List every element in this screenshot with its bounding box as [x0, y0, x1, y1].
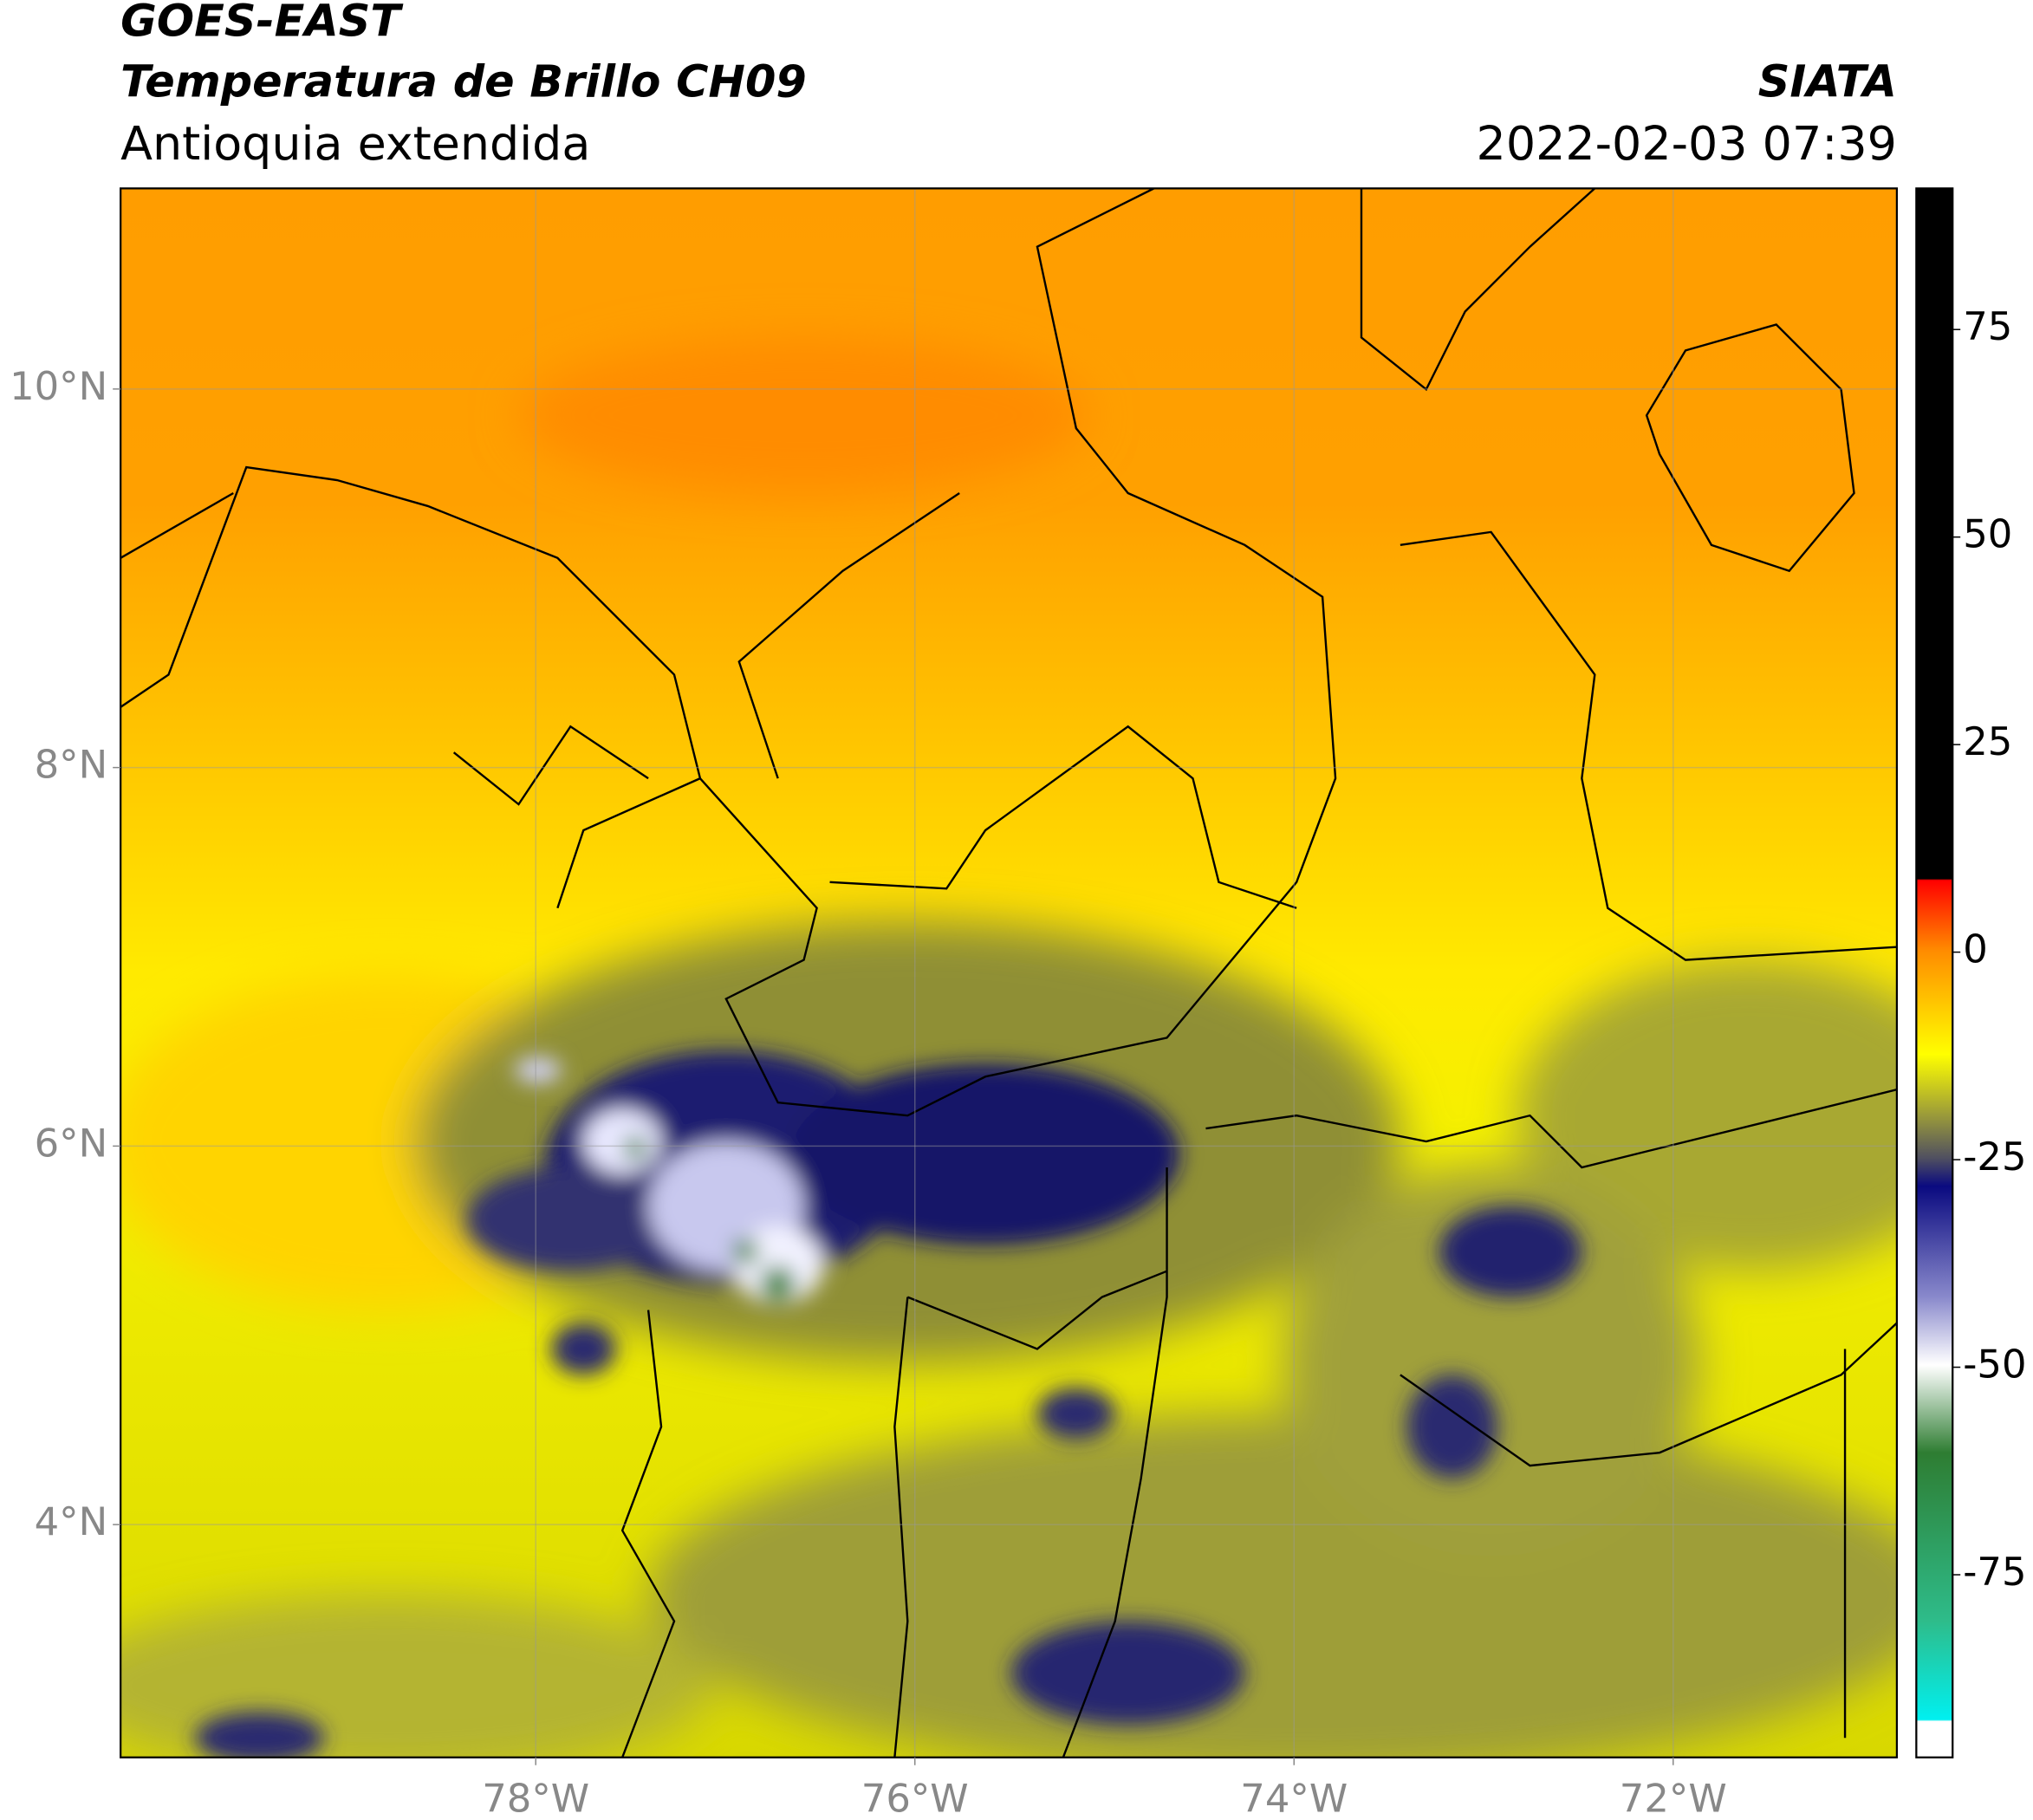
map-frame	[120, 187, 1899, 1758]
colorbar-tick-label: 25	[1963, 718, 2012, 764]
colorbar	[1915, 187, 1954, 1758]
source: SIATA	[1758, 56, 1897, 107]
y-tick-label: 6°N	[35, 1120, 108, 1166]
subtitle: Temperatura de Brillo CH09	[120, 56, 807, 107]
y-tick-label: 4°N	[35, 1498, 108, 1544]
colorbar-tick-label: 0	[1963, 926, 1988, 972]
grid	[120, 188, 1897, 1758]
colorbar-tick-label: -25	[1963, 1134, 2026, 1180]
colorbar-tick-label: -50	[1963, 1342, 2026, 1388]
temperature-field	[120, 188, 1897, 1758]
x-tick-label: 72°W	[1620, 1776, 1727, 1820]
x-tick-label: 78°W	[482, 1776, 589, 1820]
colorbar-tick-label: -75	[1963, 1549, 2026, 1595]
title: GOES-EAST	[120, 0, 404, 46]
colorbar-tick-label: 75	[1963, 303, 2012, 349]
y-tick-label: 8°N	[35, 742, 108, 788]
y-tick-label: 10°N	[10, 363, 107, 409]
x-tick-label: 76°W	[861, 1776, 969, 1820]
datetime: 2022-02-03 07:39	[1477, 116, 1897, 171]
region: Antioquia extendida	[120, 116, 590, 171]
x-tick-label: 74°W	[1240, 1776, 1348, 1820]
colorbar-tick-label: 50	[1963, 511, 2012, 557]
